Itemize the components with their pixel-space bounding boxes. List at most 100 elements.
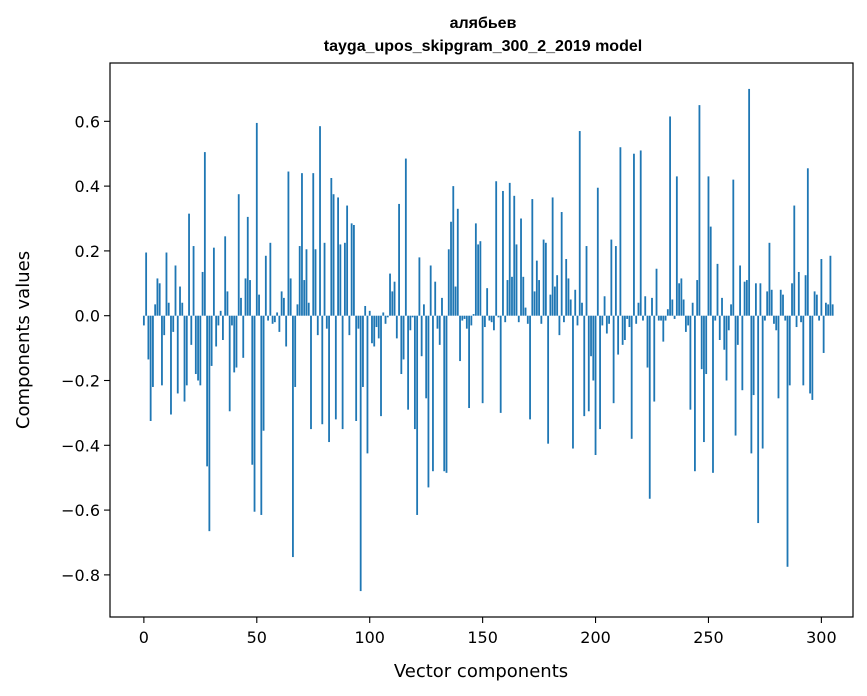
bar xyxy=(479,241,482,316)
bar xyxy=(583,315,586,417)
bar xyxy=(362,315,364,387)
bar xyxy=(161,315,163,386)
bar xyxy=(332,194,335,316)
bar xyxy=(587,315,590,412)
bar xyxy=(648,315,651,499)
bar xyxy=(359,315,362,592)
bar xyxy=(255,122,258,316)
bar xyxy=(163,315,166,336)
bar xyxy=(463,315,466,319)
bar xyxy=(540,315,543,324)
bar xyxy=(761,315,764,449)
bar xyxy=(759,283,762,316)
bar xyxy=(553,286,556,316)
bar xyxy=(547,315,550,444)
bar xyxy=(529,315,531,420)
bar xyxy=(569,299,572,316)
y-tick-label: 0.4 xyxy=(75,177,100,196)
bar xyxy=(605,315,608,334)
bar xyxy=(782,294,784,316)
bar xyxy=(217,315,220,326)
bar xyxy=(253,315,256,512)
bar xyxy=(443,315,446,472)
bar xyxy=(675,176,678,316)
bar xyxy=(303,280,306,316)
bar xyxy=(694,315,696,472)
bar xyxy=(669,116,671,316)
bar xyxy=(192,246,195,316)
bar xyxy=(515,244,518,316)
bar xyxy=(154,304,157,316)
bar xyxy=(441,297,443,316)
bar xyxy=(513,195,516,316)
bar xyxy=(181,302,184,316)
bar xyxy=(301,173,303,316)
bar xyxy=(596,187,599,316)
bar xyxy=(639,150,642,316)
bar xyxy=(346,205,349,316)
bar xyxy=(402,315,405,360)
bar xyxy=(779,289,782,316)
bar xyxy=(481,315,484,404)
bar xyxy=(680,278,683,316)
y-tick-label: 0.0 xyxy=(75,307,100,326)
bar xyxy=(364,305,367,316)
bar xyxy=(653,315,656,402)
bar xyxy=(524,307,527,316)
bar xyxy=(287,171,290,316)
bar xyxy=(603,296,606,316)
bar xyxy=(827,304,830,316)
bar xyxy=(678,283,681,316)
x-tick-label: 50 xyxy=(247,628,267,647)
bar xyxy=(312,173,315,316)
bar xyxy=(497,315,500,318)
bar xyxy=(438,315,441,345)
bar xyxy=(642,315,644,321)
bar xyxy=(721,297,723,316)
bar xyxy=(734,315,737,436)
bar xyxy=(307,302,310,316)
bar xyxy=(208,315,211,532)
bar xyxy=(368,310,371,316)
bar xyxy=(337,197,339,316)
bar xyxy=(391,291,394,316)
bar xyxy=(427,315,430,488)
y-tick-label: 0.2 xyxy=(75,242,100,261)
bar xyxy=(626,315,629,319)
bar xyxy=(784,315,787,321)
x-axis-ticks: 0 50 100 150 200 250 300 xyxy=(139,617,837,647)
bar xyxy=(468,315,470,409)
x-tick-label: 0 xyxy=(139,628,149,647)
bar xyxy=(258,294,260,316)
bar xyxy=(226,291,229,316)
bar xyxy=(393,281,396,316)
bar xyxy=(809,315,811,394)
bar xyxy=(617,315,620,355)
bar xyxy=(366,315,369,454)
bar xyxy=(542,239,545,316)
bar xyxy=(567,278,570,316)
y-axis-label: Components values xyxy=(13,251,34,429)
bar xyxy=(488,315,491,321)
bar xyxy=(825,302,827,316)
bar xyxy=(493,315,495,331)
bar xyxy=(240,297,242,316)
bar xyxy=(380,315,382,417)
bar xyxy=(447,249,450,316)
bar xyxy=(637,302,640,316)
chart-title-line1: алябьев xyxy=(450,15,517,32)
bar xyxy=(377,315,380,339)
bar xyxy=(592,315,595,381)
bar xyxy=(800,315,802,323)
bar xyxy=(646,315,649,368)
bar xyxy=(434,281,437,316)
bar xyxy=(535,260,538,316)
bar xyxy=(766,291,769,316)
bar xyxy=(454,286,457,316)
bar xyxy=(353,224,355,316)
bar xyxy=(429,265,432,316)
bar xyxy=(461,315,464,321)
bar xyxy=(723,315,726,350)
bar xyxy=(508,182,511,316)
bar xyxy=(210,315,213,366)
